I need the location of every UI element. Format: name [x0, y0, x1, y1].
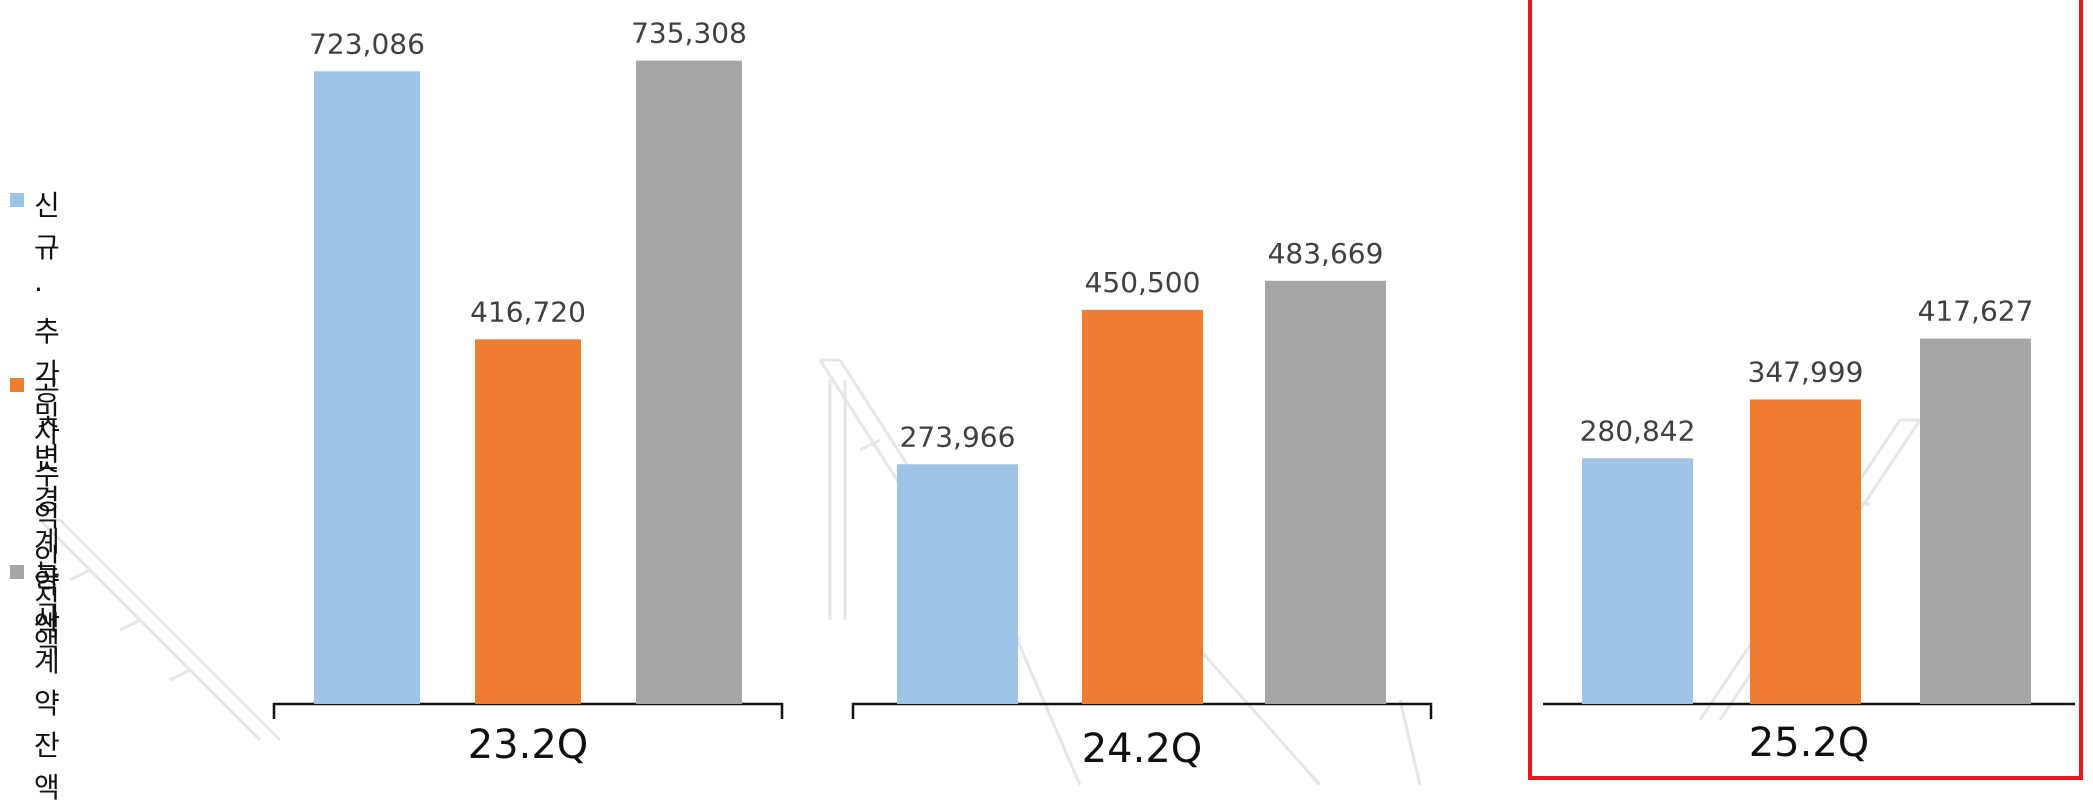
- data-label: 417,627: [1918, 295, 2034, 328]
- legend-label: 공사계약잔액: [34, 561, 60, 804]
- data-label: 483,669: [1268, 237, 1384, 270]
- data-label: 273,966: [900, 420, 1016, 453]
- category-label: 24.2Q: [1082, 726, 1203, 772]
- bar-1-25.2Q: [1582, 458, 1693, 704]
- category-axis-bracket: [272, 702, 784, 719]
- legend-swatch-blue: [10, 193, 24, 207]
- data-label: 347,999: [1748, 356, 1864, 389]
- legend-label: 신규·추가 및 변경계약액: [34, 189, 60, 642]
- legend-item-backlog: 공사계약잔액: [10, 557, 60, 809]
- bar-chart: 23.2Q 723,086 416,720 735,308 24.2Q 273,966 45…: [272, 17, 2075, 772]
- bar-3-24.2Q: [1265, 280, 1386, 704]
- bar-3-23.2Q: [636, 60, 742, 705]
- data-label: 416,720: [470, 295, 586, 328]
- legend-swatch-orange: [10, 378, 24, 392]
- bar-2-25.2Q: [1750, 399, 1861, 704]
- highlight-box-25-2q: [1528, 0, 2083, 780]
- category-axis-bracket: [851, 702, 1433, 719]
- data-label: 450,500: [1085, 266, 1201, 299]
- data-label: 280,842: [1580, 414, 1696, 447]
- category-label: 23.2Q: [468, 722, 589, 768]
- bar-2-23.2Q: [475, 339, 581, 704]
- bar-2-24.2Q: [1082, 309, 1203, 704]
- legend-item-revenue: 공사수익인식액: [10, 370, 60, 664]
- bar-3-25.2Q: [1920, 338, 2031, 704]
- bar-1-23.2Q: [314, 71, 420, 705]
- category-label: 25.2Q: [1749, 720, 1870, 766]
- legend-item-new-contracts: 신규·추가 및 변경계약액: [10, 185, 60, 647]
- legend-label: 공사수익인식액: [34, 374, 60, 659]
- data-label: 723,086: [309, 27, 425, 60]
- bar-1-24.2Q: [897, 464, 1018, 704]
- data-label: 735,308: [631, 17, 747, 50]
- chart-stage: 23.2Q 723,086 416,720 735,308 24.2Q 273,966 45…: [38, 17, 2075, 785]
- legend-swatch-gray: [10, 565, 24, 579]
